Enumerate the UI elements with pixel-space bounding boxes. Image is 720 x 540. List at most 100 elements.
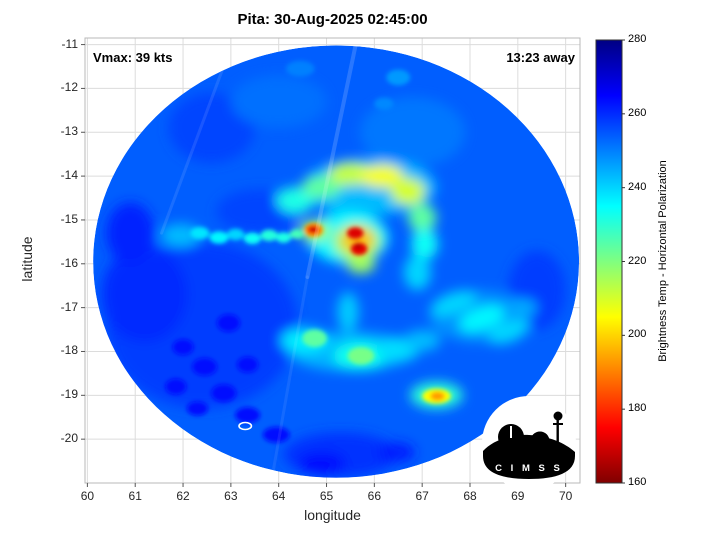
heatmap-feature [459,305,505,333]
heatmap-feature [275,232,292,243]
storm-center-contour [238,421,253,431]
heatmap-feature [347,347,375,365]
y-tick-label: -16 [60,255,78,270]
colorbar-label: Brightness Temp - Horizontal Polarizatio… [657,160,669,362]
heatmap-feature [404,329,441,352]
heatmap-feature [354,243,362,249]
heatmap-feature [360,97,466,168]
x-tick-label: 60 [80,489,95,503]
heatmap-feature [508,298,537,317]
time-away-annotation: 13:23 away [506,50,575,65]
heatmap-disk [93,45,580,478]
colorbar-tick-label: 260 [628,106,647,119]
antenna-dish-icon [553,411,563,421]
heatmap-features-soft [101,75,566,477]
heatmap-feature [289,229,305,239]
heatmap-feature [411,228,438,260]
heatmap-feature [211,384,237,402]
x-tick-label: 70 [558,489,573,503]
y-tick-label: -18 [60,343,78,358]
x-tick-label: 63 [224,489,238,503]
swath-seam-lines [160,45,359,478]
plot-box-border [84,37,581,484]
y-tick-label: -14 [60,168,78,183]
y-axis-label: latitude [19,236,35,282]
colorbar-tick-label: 220 [628,254,647,267]
y-tick-label: -12 [60,80,78,95]
y-tick-label: -15 [60,211,78,226]
y-tick-label: -19 [60,387,78,402]
observatory-dome-small-icon [530,431,550,451]
heatmap-feature [243,232,261,245]
vmax-annotation: Vmax: 39 kts [93,50,173,65]
colorbar-tick-label: 280 [628,33,647,45]
swath-seam [270,275,309,478]
heatmap-feature [487,319,529,345]
heatmap-feature [390,178,426,205]
heatmap-feature [101,246,188,343]
colorbar-tick-label: 160 [628,476,647,488]
heatmap-feature [190,226,210,240]
heatmap-feature [262,426,290,443]
heatmap-feature [430,290,477,317]
heatmap-feature [192,358,217,376]
swath-seam [160,51,230,235]
heatmap-feature [172,339,194,355]
heatmap-feature [360,164,404,188]
heatmap-feature [209,231,229,244]
cimss-logo: C I M S S [482,396,576,490]
heatmap-feature [235,407,261,423]
antenna-tower-icon [556,416,559,442]
x-tick-label: 66 [367,489,382,503]
heatmap-feature [374,97,394,110]
heatmap-feature [186,401,208,416]
colorbar-tick-label: 180 [628,402,647,415]
heatmap-feature [168,92,255,163]
heatmap-feature [297,452,346,475]
x-tick-label: 68 [463,489,477,503]
x-tick-label: 61 [128,489,142,503]
heatmap-feature [347,227,364,239]
heatmap-feature [430,391,445,401]
heatmap-feature [301,175,342,199]
heatmap-feature [376,442,415,462]
heatmap-feature [407,203,437,232]
heatmap-feature [404,255,431,291]
heatmap-feature [285,60,315,77]
heatmap-feature [227,228,245,241]
heatmap-feature [276,187,315,214]
y-tick-label: -11 [61,36,78,51]
heatmap-features-sharp [165,60,451,443]
heatmap-feature [165,378,187,395]
heatmap-feature [260,229,278,241]
colorbar-tick-label: 240 [628,180,647,193]
heatmap-feature [106,202,155,264]
heatmap-feature [230,75,327,128]
x-axis-label: longitude [304,507,361,523]
swath-seam [305,45,359,279]
x-tick-label: 64 [272,489,286,503]
heatmap-feature [217,314,240,332]
colorbar [595,39,625,484]
heatmap-feature [302,329,327,348]
heatmap-feature [310,227,316,232]
heatmap-feature [160,223,201,247]
heatmap-feature [346,254,376,274]
y-tick-label: -13 [60,124,78,139]
heatmap-feature [337,292,359,332]
colorbar-tick-label: 200 [628,328,647,341]
heatmap-feature [386,69,411,86]
heatmap-feature [237,356,259,373]
colorbar-gradient [595,39,623,484]
logo-text: C I M S S [495,463,563,474]
y-tick-label: -17 [60,299,78,314]
x-tick-label: 67 [415,489,429,503]
y-tick-label: -20 [60,431,78,446]
x-tick-label: 65 [319,489,334,503]
colorbar-tick-marks [622,39,625,484]
antenna-crossarm [553,423,563,425]
x-tick-label: 62 [176,489,190,503]
page-title: Pita: 30-Aug-2025 02:45:00 [237,11,428,28]
x-tick-label: 69 [511,489,525,503]
